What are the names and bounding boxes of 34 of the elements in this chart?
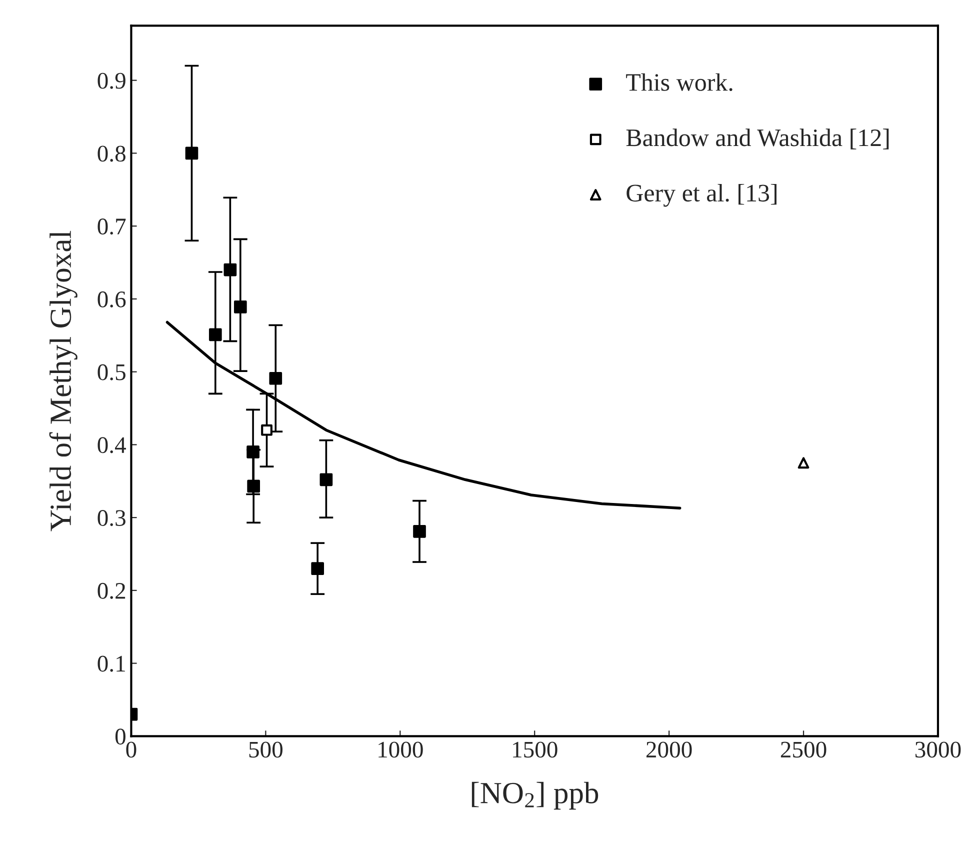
x-tick-label: 2000 [646,742,692,758]
y-tick-label: 0.3 [98,510,126,526]
x-axis-title: [NO$_{2}$] ppb [472,782,598,810]
point [234,300,247,314]
x-tick-label: 1500 [513,742,558,758]
y-tick-label: 0.1 [98,656,125,672]
point [208,328,222,342]
y-tick-label: 0.6 [98,291,126,308]
point [185,146,198,160]
y-tick-label: 0.8 [98,146,126,162]
point [311,562,324,575]
legend-label: This work. [626,73,732,92]
point [413,524,426,538]
point [320,473,333,486]
point [246,446,260,458]
legend-label: Bandow and Washida [12] [626,128,889,150]
x-tick-label: 0 [126,742,136,758]
y-tick-label: 0.4 [98,437,126,454]
y-tick-label: 0.7 [98,218,126,235]
point [269,372,282,385]
y-axis-title: Yield of Methyl Glyoxal [49,230,78,532]
x-tick-label: 3000 [916,742,961,758]
legend-label: Gery et al. [13] [626,184,776,207]
point [798,457,810,469]
x-tick-label: 500 [249,742,282,758]
y-tick-label: 0.9 [98,72,126,89]
point [261,424,272,436]
y-tick-label: 0.5 [98,364,126,380]
x-tick-label: 1000 [378,742,423,758]
point [247,480,260,493]
y-tick-label: 0.2 [98,582,126,599]
x-tick-label: 2500 [780,742,826,758]
y-tick-label: 0 [115,728,126,745]
point [224,263,237,276]
